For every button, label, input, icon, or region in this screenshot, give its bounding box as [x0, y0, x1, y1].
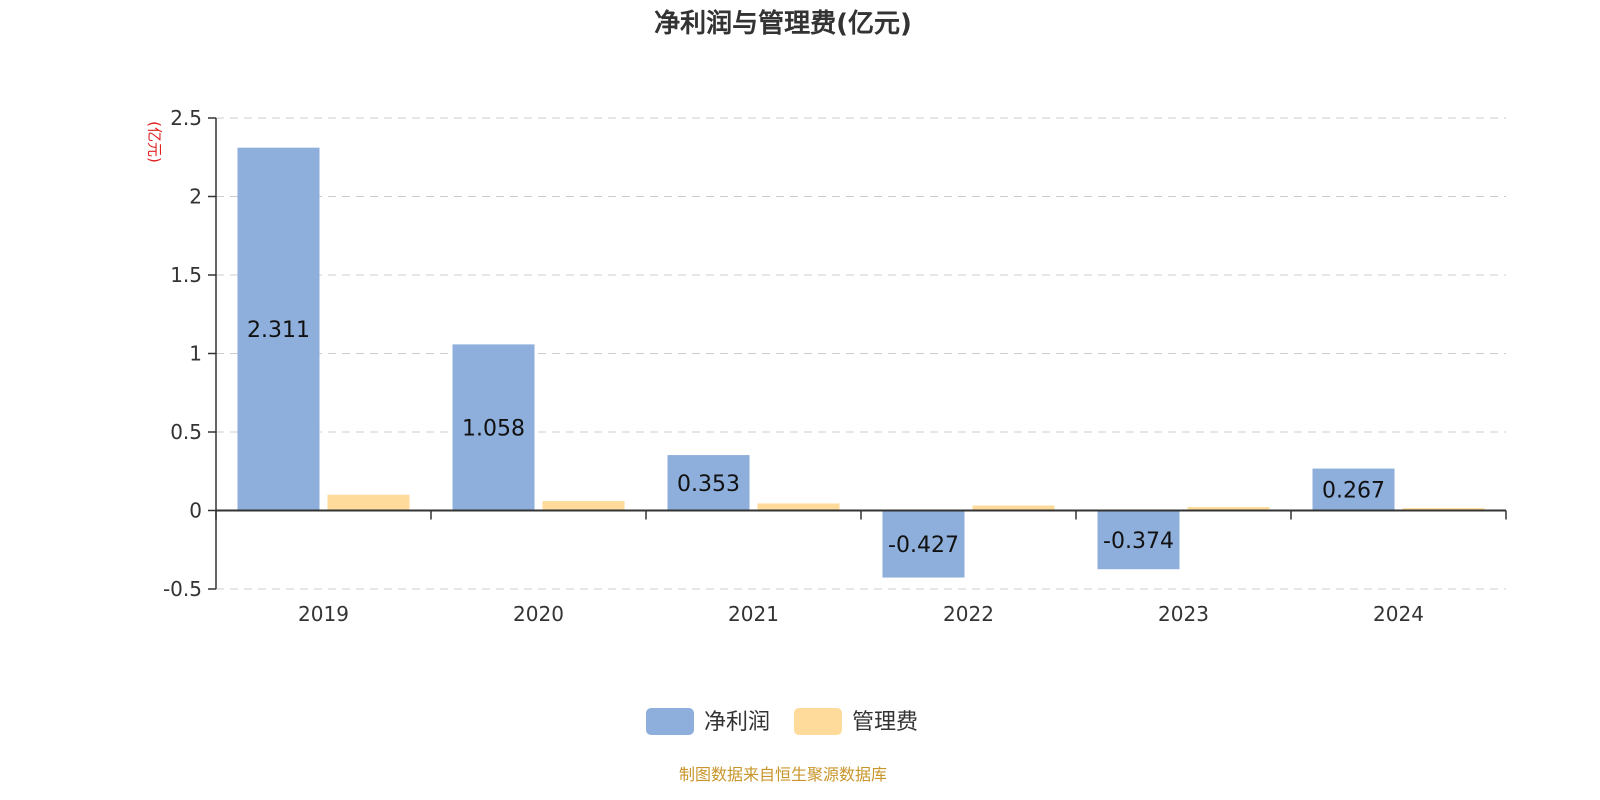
data-label: 0.267 [1322, 479, 1385, 504]
bar-admin-fee [972, 505, 1055, 511]
chart-title: 净利润与管理费(亿元) [654, 8, 912, 39]
x-tick-label: 2024 [1373, 602, 1424, 626]
source-text: 制图数据来自恒生聚源数据库 [679, 765, 887, 784]
data-label: 0.353 [677, 472, 740, 497]
legend: 净利润 管理费 [646, 708, 918, 735]
data-labels: 2.311 1.058 0.353 -0.427 -0.374 0.267 [247, 318, 1385, 558]
y-tick-label: 1.5 [170, 263, 202, 287]
bar-net-profit [237, 147, 320, 511]
y-tick-label: 2.5 [170, 106, 202, 130]
x-tick-label: 2023 [1158, 602, 1209, 626]
y-axis-unit-label: (亿元) [146, 121, 164, 163]
bars [237, 147, 1485, 578]
x-tick-label: 2020 [513, 602, 564, 626]
data-label: 2.311 [247, 318, 310, 343]
y-tick-label: 2 [189, 185, 202, 209]
bar-net-profit [1312, 468, 1395, 511]
y-tick-label: 0.5 [170, 420, 202, 444]
legend-label-net-profit[interactable]: 净利润 [704, 710, 770, 735]
data-label: 1.058 [462, 416, 525, 441]
x-tick-label: 2021 [728, 602, 779, 626]
bar-admin-fee [1187, 507, 1270, 511]
bar-net-profit [667, 455, 750, 511]
data-label: -0.374 [1103, 529, 1174, 554]
data-label: -0.427 [888, 533, 959, 558]
legend-swatch-admin-fee[interactable] [794, 708, 842, 735]
bar-admin-fee [757, 503, 840, 511]
y-tick-label: 1 [189, 342, 202, 366]
bar-admin-fee [1402, 508, 1485, 511]
bar-net-profit [452, 344, 535, 511]
bar-net-profit [1097, 510, 1180, 570]
y-tick-label: 0 [189, 499, 202, 523]
grid-lines [216, 117, 1506, 590]
y-tick-label: -0.5 [163, 577, 202, 601]
x-tick-label: 2022 [943, 602, 994, 626]
bar-admin-fee [542, 501, 625, 511]
bar-admin-fee [327, 494, 410, 511]
axes: -0.5 0 0.5 1 1.5 2 2.5 2019 2020 2021 2022 2023 2024 [163, 106, 1507, 626]
bar-net-profit [882, 510, 965, 578]
legend-swatch-net-profit[interactable] [646, 708, 694, 735]
legend-label-admin-fee[interactable]: 管理费 [852, 710, 918, 735]
x-tick-label: 2019 [298, 602, 349, 626]
